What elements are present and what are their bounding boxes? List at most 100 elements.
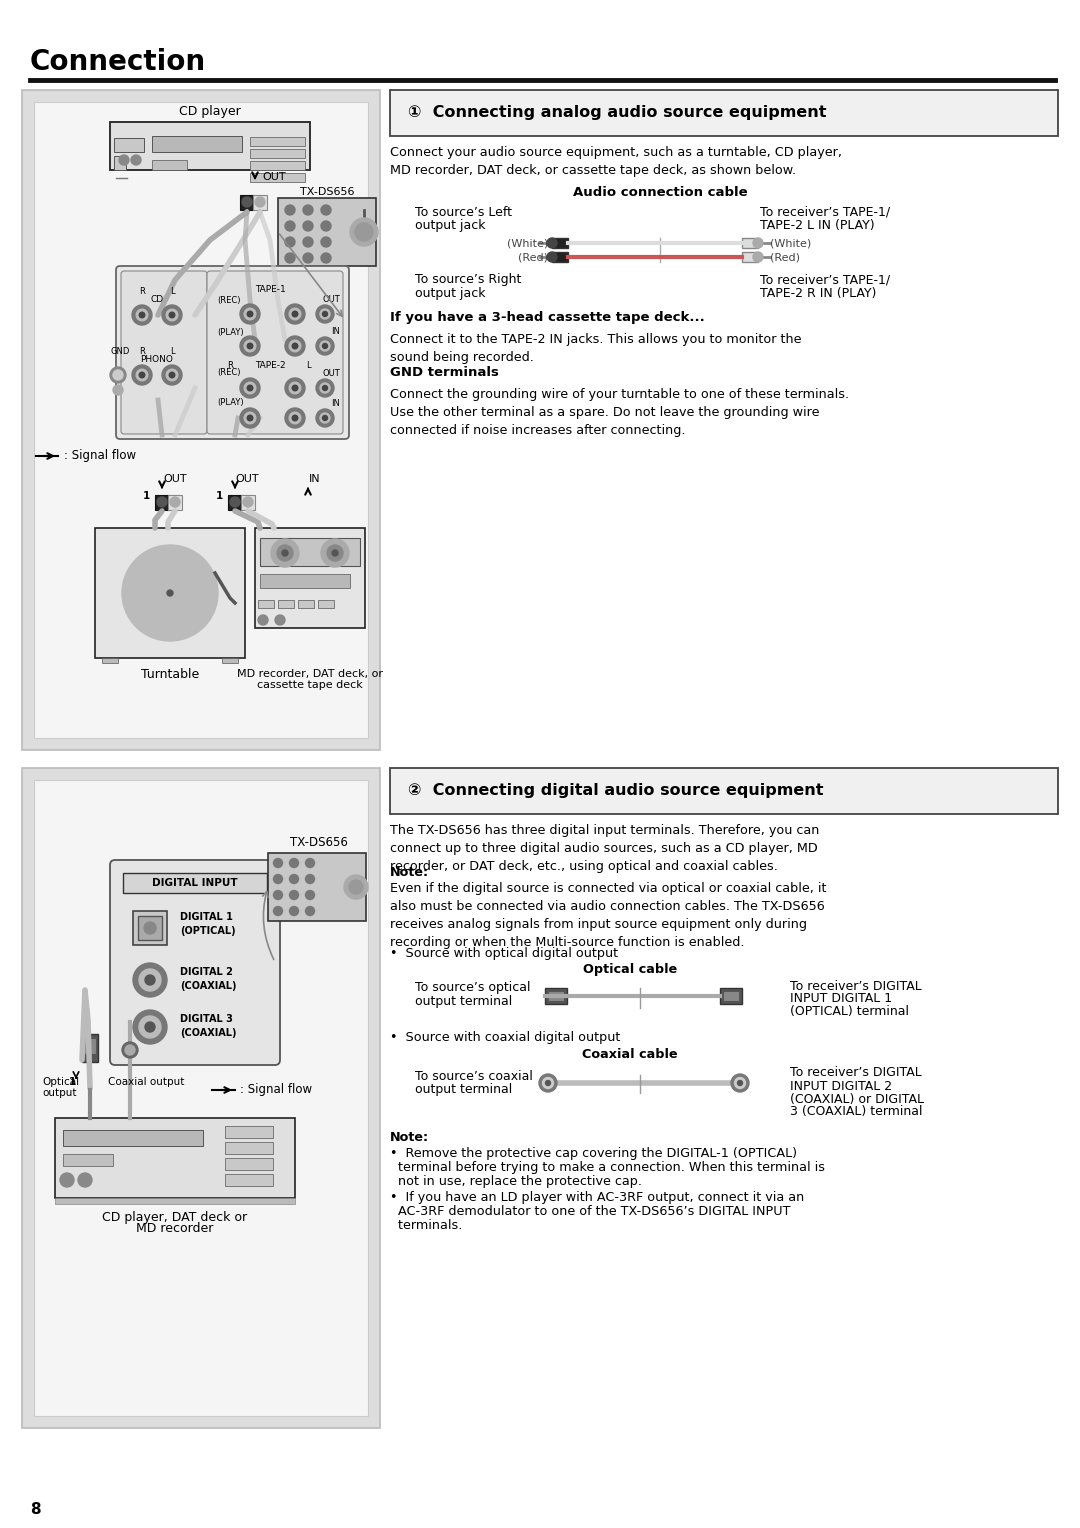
Text: (COAXIAL): (COAXIAL) [180, 981, 237, 992]
Text: CD player: CD player [179, 105, 241, 119]
FancyBboxPatch shape [152, 160, 187, 170]
Circle shape [321, 205, 330, 215]
Text: OUT: OUT [235, 474, 259, 484]
Circle shape [276, 545, 293, 561]
Circle shape [131, 154, 141, 165]
Text: Coaxial cable: Coaxial cable [582, 1048, 678, 1062]
Circle shape [285, 336, 305, 356]
FancyBboxPatch shape [55, 1118, 295, 1198]
Circle shape [285, 254, 295, 263]
Text: MD recorder: MD recorder [136, 1222, 214, 1236]
Text: TAPE-2 L IN (PLAY): TAPE-2 L IN (PLAY) [760, 219, 875, 232]
Circle shape [157, 497, 167, 507]
Text: Connection: Connection [30, 47, 206, 76]
Text: •  Source with optical digital output: • Source with optical digital output [390, 946, 618, 960]
Circle shape [546, 238, 557, 248]
Text: 1: 1 [216, 490, 222, 501]
Circle shape [132, 306, 152, 325]
Circle shape [139, 373, 145, 377]
Circle shape [243, 497, 253, 507]
Circle shape [323, 344, 327, 348]
Circle shape [316, 338, 334, 354]
Text: DIGITAL INPUT: DIGITAL INPUT [152, 879, 238, 888]
FancyBboxPatch shape [249, 150, 305, 157]
Text: 1: 1 [69, 1077, 76, 1086]
Text: L: L [170, 347, 174, 356]
Circle shape [139, 1016, 161, 1038]
Circle shape [345, 876, 368, 898]
Circle shape [247, 385, 253, 391]
Circle shape [349, 880, 363, 894]
Circle shape [289, 341, 301, 351]
Text: To receiver’s TAPE-1/: To receiver’s TAPE-1/ [760, 274, 890, 287]
FancyBboxPatch shape [253, 196, 267, 209]
Circle shape [327, 545, 343, 561]
Text: To source’s optical: To source’s optical [415, 981, 530, 995]
FancyBboxPatch shape [22, 769, 380, 1429]
Text: output jack: output jack [415, 287, 486, 299]
Text: (OPTICAL) terminal: (OPTICAL) terminal [789, 1005, 909, 1019]
Circle shape [545, 1080, 551, 1085]
Circle shape [734, 1077, 745, 1088]
FancyBboxPatch shape [390, 90, 1058, 136]
Text: L: L [170, 287, 174, 296]
FancyBboxPatch shape [123, 872, 267, 892]
Circle shape [289, 906, 298, 915]
Circle shape [303, 254, 313, 263]
Circle shape [240, 408, 260, 428]
Text: 8: 8 [30, 1502, 41, 1517]
Text: OUT: OUT [322, 368, 340, 377]
FancyBboxPatch shape [225, 1141, 273, 1154]
Text: To source’s coaxial: To source’s coaxial [415, 1070, 532, 1082]
FancyBboxPatch shape [133, 911, 167, 944]
Text: Connect the grounding wire of your turntable to one of these terminals.
Use the : Connect the grounding wire of your turnt… [390, 388, 849, 437]
FancyBboxPatch shape [225, 1158, 273, 1170]
Text: cassette tape deck: cassette tape deck [257, 680, 363, 691]
Text: output terminal: output terminal [415, 995, 512, 1007]
Text: (PLAY): (PLAY) [217, 327, 244, 336]
FancyBboxPatch shape [545, 989, 567, 1004]
Text: AC-3RF demodulator to one of the TX-DS656’s DIGITAL INPUT: AC-3RF demodulator to one of the TX-DS65… [390, 1206, 791, 1218]
Circle shape [289, 891, 298, 900]
Circle shape [240, 336, 260, 356]
Text: Note:: Note: [390, 1131, 429, 1144]
Circle shape [273, 874, 283, 883]
FancyBboxPatch shape [95, 529, 245, 659]
Text: To receiver’s TAPE-1/: To receiver’s TAPE-1/ [760, 205, 890, 219]
Text: (REC): (REC) [217, 368, 241, 377]
Circle shape [289, 309, 301, 319]
Text: R: R [139, 287, 145, 296]
Circle shape [240, 377, 260, 397]
Circle shape [133, 963, 167, 996]
Circle shape [320, 309, 330, 319]
Text: (COAXIAL) or DIGITAL: (COAXIAL) or DIGITAL [789, 1093, 924, 1105]
Text: IN: IN [332, 399, 340, 408]
Text: Optical: Optical [42, 1077, 79, 1086]
Text: TX-DS656: TX-DS656 [291, 836, 348, 850]
Circle shape [255, 197, 265, 206]
Circle shape [247, 344, 253, 348]
FancyBboxPatch shape [548, 992, 564, 1001]
Circle shape [244, 413, 256, 423]
Circle shape [321, 539, 349, 567]
FancyBboxPatch shape [156, 495, 168, 510]
Circle shape [323, 416, 327, 420]
Text: 3 (COAXIAL) terminal: 3 (COAXIAL) terminal [789, 1105, 922, 1118]
FancyBboxPatch shape [121, 270, 207, 434]
Circle shape [731, 1074, 750, 1093]
Circle shape [148, 571, 192, 614]
Circle shape [293, 312, 298, 316]
FancyBboxPatch shape [55, 1198, 295, 1204]
FancyBboxPatch shape [258, 601, 274, 608]
FancyBboxPatch shape [742, 252, 758, 261]
Circle shape [145, 1022, 156, 1031]
Circle shape [240, 304, 260, 324]
Text: output jack: output jack [415, 219, 486, 232]
FancyBboxPatch shape [225, 1126, 273, 1138]
Text: terminal before trying to make a connection. When this terminal is: terminal before trying to make a connect… [390, 1161, 825, 1174]
Text: TAPE-2: TAPE-2 [255, 361, 285, 370]
Circle shape [303, 205, 313, 215]
Text: (White): (White) [507, 238, 548, 248]
FancyBboxPatch shape [114, 156, 126, 170]
Text: (REC): (REC) [217, 295, 241, 304]
